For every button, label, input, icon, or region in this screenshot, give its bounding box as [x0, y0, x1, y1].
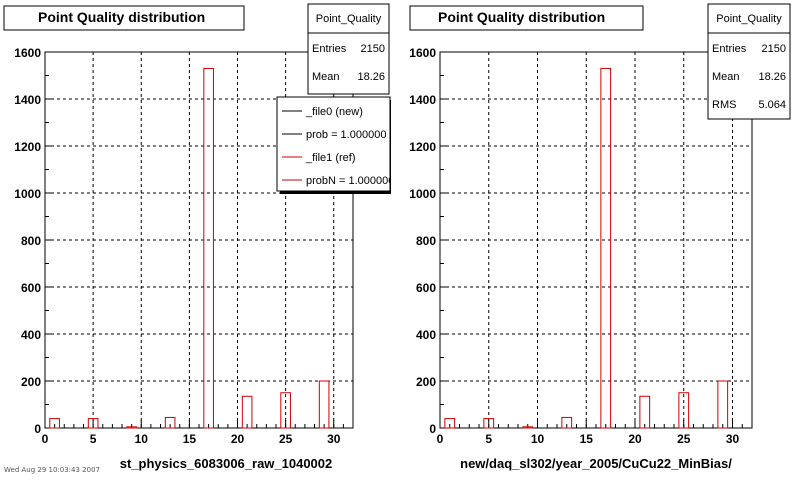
y-tick-label: 200	[416, 375, 436, 389]
stats-box-frame	[707, 3, 791, 120]
stats-value: 2150	[361, 43, 385, 55]
stats-label: Entries	[712, 43, 747, 55]
x-tick-label: 15	[183, 432, 197, 446]
chart-title-box	[3, 5, 245, 31]
stats-title: Point_Quality	[316, 13, 382, 25]
y-tick-label: 400	[416, 328, 436, 342]
chart-title: Point Quality distribution	[38, 9, 205, 25]
x-tick-label: 25	[279, 432, 293, 446]
histogram-bar	[600, 67, 612, 429]
y-tick-label: 1600	[409, 46, 436, 60]
stats-label: Entries	[312, 43, 347, 55]
y-tick-label: 1400	[409, 93, 436, 107]
legend-clip	[391, 95, 399, 195]
y-tick-label: 800	[416, 234, 436, 248]
x-tick-label: 30	[327, 432, 341, 446]
y-tick-label: 1200	[409, 140, 436, 154]
legend-label: prob = 1.000000	[306, 129, 386, 141]
stats-value: 2150	[762, 43, 786, 55]
x-tick-label: 20	[628, 432, 642, 446]
legend-frame	[276, 96, 391, 192]
x-tick-label: 10	[531, 432, 545, 446]
stats-value: 18.26	[357, 71, 385, 83]
chart-title-box	[409, 5, 644, 31]
legend-label: probN = 1.000000	[306, 175, 394, 187]
y-tick-label: 600	[416, 281, 436, 295]
x-tick-label: 0	[42, 432, 49, 446]
histogram-bar	[49, 418, 60, 429]
histogram-bar	[126, 426, 137, 429]
y-tick-label: 200	[21, 375, 41, 389]
histogram-bar	[561, 416, 573, 429]
stats-box-frame	[307, 3, 390, 95]
footer-timestamp: Wed Aug 29 10:03:43 2007	[4, 466, 100, 474]
legend-label: _file0 (new)	[305, 106, 363, 118]
legend-label: _file1 (ref)	[305, 152, 356, 164]
x-axis-label: st_physics_6083006_raw_1040002	[120, 456, 333, 471]
chart-panel-2: 0 5 10 15 20 25 30 0 200 400 600 800 1000 1200 1400 160…	[409, 3, 791, 471]
x-tick-label: 30	[726, 432, 740, 446]
y-tick-label: 1400	[14, 93, 41, 107]
x-tick-label: 10	[135, 432, 149, 446]
stats-value: 18.26	[758, 71, 786, 83]
y-tick-label: 1000	[14, 187, 41, 201]
histogram-bar	[483, 418, 495, 429]
x-tick-label: 20	[231, 432, 245, 446]
chart-title: Point Quality distribution	[438, 9, 605, 25]
stats-box: Point_Quality Entries 2150 Mean 18.26 RMS 5.06…	[707, 3, 791, 120]
y-tick-label: 1600	[14, 46, 41, 60]
x-tick-label: 25	[677, 432, 691, 446]
y-tick-label: 600	[21, 281, 41, 295]
x-tick-label: 5	[90, 432, 97, 446]
stats-label: Mean	[712, 71, 740, 83]
y-tick-label: 0	[34, 422, 41, 436]
x-tick-label: 15	[580, 432, 594, 446]
x-axis-label: new/daq_sl302/year_2005/CuCu22_MinBias/	[460, 456, 732, 471]
stats-title: Point_Quality	[716, 13, 782, 25]
histogram-bar	[203, 67, 214, 429]
histogram-bar	[717, 380, 729, 429]
histogram-bar	[522, 426, 534, 429]
histogram-bar	[678, 392, 690, 429]
histogram-bar	[164, 416, 176, 429]
stats-label: RMS	[712, 99, 736, 111]
histogram-bar	[241, 395, 253, 429]
legend: _file0 (new) prob = 1.000000 _file1 (ref) p…	[276, 95, 399, 195]
stats-box: Point_Quality Entries 2150 Mean 18.26	[307, 3, 390, 95]
stats-value: 5.064	[758, 99, 786, 111]
histogram-bar	[444, 418, 456, 429]
y-tick-label: 1200	[14, 140, 41, 154]
y-tick-label: 0	[429, 422, 436, 436]
x-tick-label: 0	[437, 432, 444, 446]
y-tick-label: 1000	[409, 187, 436, 201]
stats-label: Mean	[312, 71, 340, 83]
y-tick-label: 800	[21, 234, 41, 248]
x-tick-label: 5	[485, 432, 492, 446]
y-tick-label: 400	[21, 328, 41, 342]
histogram-bar	[639, 395, 651, 429]
histogram-bar	[280, 392, 291, 429]
chart-panel-1: 0 5 10 15 20 25 30 0 200 400 600 800 1000 1200 1400 160…	[3, 3, 399, 471]
histogram-bar	[318, 380, 330, 429]
histogram-bar	[87, 418, 99, 429]
